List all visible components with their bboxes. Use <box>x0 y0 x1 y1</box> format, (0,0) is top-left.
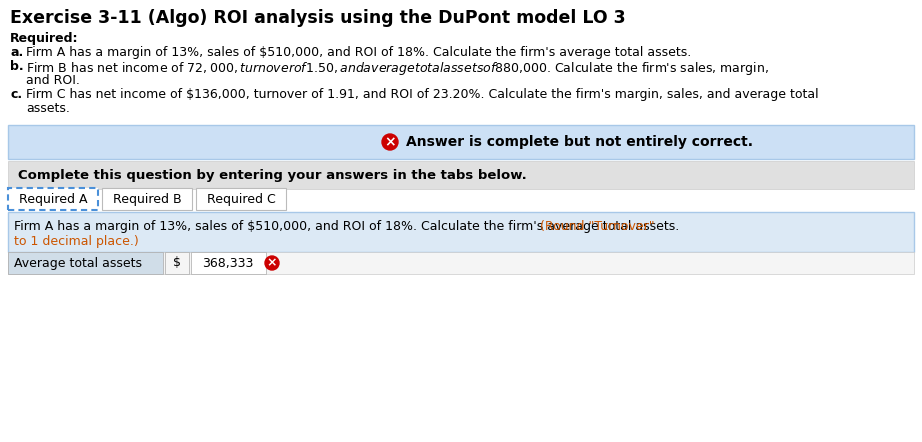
Text: Exercise 3-11 (Algo) ROI analysis using the DuPont model LO 3: Exercise 3-11 (Algo) ROI analysis using … <box>10 9 626 27</box>
Text: a.: a. <box>10 46 23 59</box>
FancyBboxPatch shape <box>8 188 98 210</box>
Text: 368,333: 368,333 <box>202 256 254 270</box>
Text: Firm B has net income of $72,000, turnover of 1.50, and average total assets of : Firm B has net income of $72,000, turnov… <box>26 60 769 77</box>
Text: ×: × <box>266 256 278 270</box>
FancyBboxPatch shape <box>8 252 163 274</box>
Text: c.: c. <box>10 88 22 101</box>
FancyBboxPatch shape <box>8 125 914 159</box>
FancyBboxPatch shape <box>8 252 914 274</box>
FancyBboxPatch shape <box>102 188 192 210</box>
FancyBboxPatch shape <box>196 188 286 210</box>
Text: Answer is complete but not entirely correct.: Answer is complete but not entirely corr… <box>406 135 753 149</box>
Text: Required B: Required B <box>112 193 182 206</box>
Text: to 1 decimal place.): to 1 decimal place.) <box>14 235 138 248</box>
Text: Required A: Required A <box>18 193 88 206</box>
Text: b.: b. <box>10 60 24 73</box>
Text: Firm A has a margin of 13%, sales of $510,000, and ROI of 18%. Calculate the fir: Firm A has a margin of 13%, sales of $51… <box>26 46 692 59</box>
FancyBboxPatch shape <box>8 161 914 189</box>
Circle shape <box>382 134 398 150</box>
Text: Average total assets: Average total assets <box>14 256 142 270</box>
Text: Firm C has net income of $136,000, turnover of 1.91, and ROI of 23.20%. Calculat: Firm C has net income of $136,000, turno… <box>26 88 819 101</box>
Text: (Round "Turnover": (Round "Turnover" <box>536 220 655 233</box>
Circle shape <box>265 256 279 270</box>
Text: Required:: Required: <box>10 32 78 45</box>
Text: and ROI.: and ROI. <box>26 74 80 87</box>
Text: ×: × <box>384 135 396 149</box>
FancyBboxPatch shape <box>8 212 914 252</box>
Text: Firm A has a margin of 13%, sales of $510,000, and ROI of 18%. Calculate the fir: Firm A has a margin of 13%, sales of $51… <box>14 220 680 233</box>
FancyBboxPatch shape <box>165 252 189 274</box>
Text: assets.: assets. <box>26 102 70 115</box>
Text: Required C: Required C <box>207 193 276 206</box>
Text: $: $ <box>173 256 181 270</box>
Text: Complete this question by entering your answers in the tabs below.: Complete this question by entering your … <box>18 168 526 182</box>
FancyBboxPatch shape <box>191 252 266 274</box>
